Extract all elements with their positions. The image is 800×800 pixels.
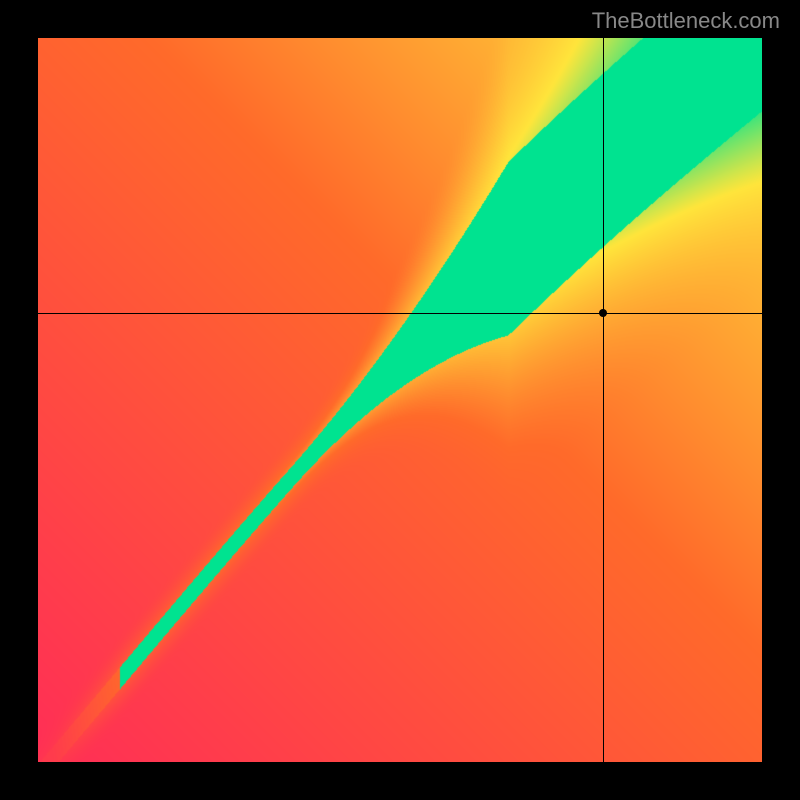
chart-area: [38, 38, 762, 762]
chart-container: TheBottleneck.com: [0, 0, 800, 800]
crosshair-vertical: [603, 38, 604, 762]
crosshair-point: [599, 309, 607, 317]
heatmap-canvas: [38, 38, 762, 762]
watermark-label: TheBottleneck.com: [592, 8, 780, 34]
crosshair-horizontal: [38, 313, 762, 314]
